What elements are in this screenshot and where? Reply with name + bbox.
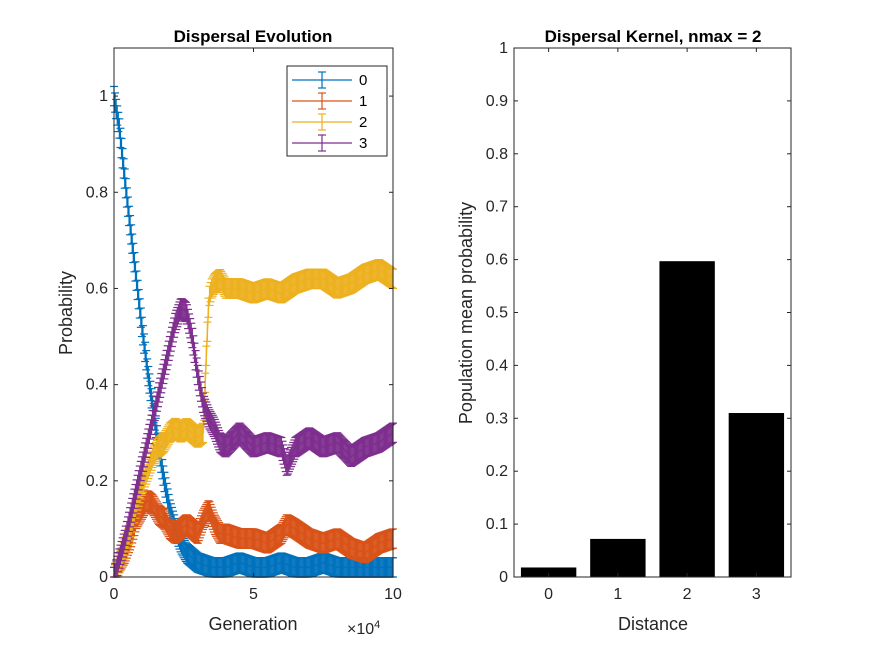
series-line [113, 95, 393, 569]
x-tick-label: 1 [613, 586, 622, 603]
left-axes: 00.20.40.60.810 5 10 [86, 47, 402, 603]
y-tick-label: 0.2 [86, 473, 108, 490]
left-x-exponent-label: ×104 [347, 619, 380, 638]
right-plot-area [520, 261, 785, 577]
y-tick-label: 0.6 [486, 252, 508, 269]
x-tick-label: 0 [544, 586, 553, 603]
legend-entry-1: 1 [292, 92, 367, 110]
legend: 0 1 2 3 [286, 65, 388, 157]
left-chart-title: Dispersal Evolution [174, 27, 333, 46]
legend-label: 0 [359, 72, 367, 89]
y-tick-label: 0.1 [486, 516, 508, 533]
x-tick-label: 5 [249, 586, 258, 603]
legend-label: 1 [359, 93, 367, 110]
y-tick-label: 0.6 [86, 280, 108, 297]
right-axes: 0 0.1 0.2 0.3 0.4 0.5 0.6 0.7 0.8 0.9 1 0 1 2 3 [486, 40, 792, 603]
right-y-axis-label: Population mean probability [456, 202, 476, 424]
dispersal-kernel-chart: Dispersal Kernel, nmax = 2 0 0.1 0.2 0.3 0.4… [456, 27, 792, 634]
y-tick-label: 0.8 [486, 146, 508, 163]
y-tick-label: 0.4 [86, 377, 108, 394]
bar-3 [728, 413, 785, 577]
left-y-axis-label: Probability [56, 271, 76, 355]
series-line [113, 498, 394, 578]
y-tick-label: 1 [99, 88, 108, 105]
legend-entry-3: 3 [292, 134, 367, 152]
y-tick-label: 0 [499, 569, 508, 586]
series-1 [110, 490, 397, 578]
legend-entry-0: 0 [292, 71, 367, 89]
x-tick-label: 0 [110, 586, 119, 603]
y-tick-label: 1 [499, 40, 508, 57]
left-plot-area [110, 85, 397, 578]
bar-0 [520, 567, 577, 577]
y-tick-label: 0.4 [486, 357, 508, 374]
right-x-axis-label: Distance [618, 614, 688, 634]
x-tick-label: 2 [683, 586, 692, 603]
bar-1 [590, 538, 646, 577]
x-exponent-base: ×10 [347, 621, 374, 638]
y-tick-label: 0.9 [486, 93, 508, 110]
legend-label: 3 [359, 135, 367, 152]
series-line [113, 306, 394, 578]
y-tick-label: 0.5 [486, 305, 508, 322]
x-tick-label: 3 [752, 586, 761, 603]
series-3 [110, 298, 397, 578]
x-exponent-power: 4 [374, 619, 380, 631]
bar-2 [659, 261, 715, 577]
dispersal-evolution-chart: Dispersal Evolution 00.20.40.60.810 5 10 G… [56, 27, 402, 638]
y-tick-label: 0.3 [486, 410, 508, 427]
y-tick-label: 0.8 [86, 184, 108, 201]
legend-entry-2: 2 [292, 113, 367, 131]
y-tick-label: 0.2 [486, 463, 508, 480]
right-chart-title: Dispersal Kernel, nmax = 2 [545, 27, 762, 46]
legend-label: 2 [359, 114, 367, 131]
y-tick-label: 0.7 [486, 199, 508, 216]
left-x-axis-label: Generation [208, 614, 297, 634]
legend-box [286, 65, 388, 157]
x-tick-label: 10 [384, 586, 402, 603]
y-tick-label: 0 [99, 569, 108, 586]
